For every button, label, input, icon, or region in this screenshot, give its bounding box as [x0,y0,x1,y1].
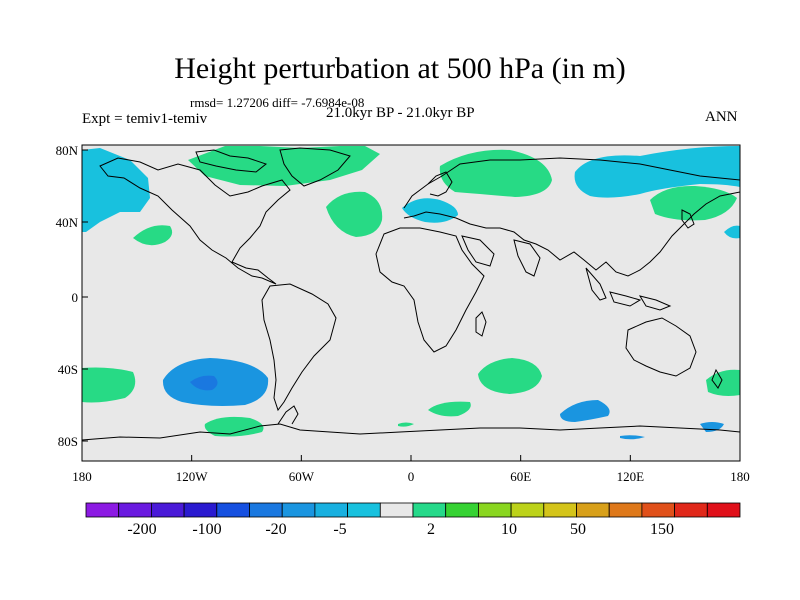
lon-tick-label: 60W [289,469,315,484]
colorbar-label: 150 [650,521,674,538]
anomaly-se-pacific-pos [706,369,740,396]
colorbar-swatch [216,502,250,518]
anomaly-sw-pacific-pos [82,367,136,403]
colorbar-swatch [85,502,120,518]
anomaly-layer [82,146,740,440]
longitude-axis: 180 120W 60W 0 60E 120E 180 [72,455,750,484]
anomaly-south-indian-pos [478,358,542,394]
colorbar-swatch [674,502,708,518]
anomaly-north-atlantic-pos-small [133,225,173,246]
anomaly-greenland-pos [188,146,380,186]
anomaly-siberia-pos [439,149,552,197]
experiment-label: Expt = temiv1-temiv [82,111,208,127]
anomaly-japan-pos [650,185,737,221]
stats-line: rmsd= 1.27206 diff= -7.6984e-08 [190,95,365,110]
lon-tick-label: 180 [730,469,750,484]
coast-south-america [261,283,337,412]
colorbar-label: -200 [127,521,156,538]
anomaly-southern-ocean-neg [560,400,610,422]
coast-southeast-asia [585,267,672,311]
coast-scandinavia [427,171,453,197]
lon-tick-label: 120W [176,469,209,484]
season-label: ANN [705,109,738,125]
anomaly-europe-neg [402,198,458,223]
latitude-axis: 80N 40N 0 40S 80S [56,143,88,449]
anomaly-dateline-neg [724,225,740,239]
colorbar-swatch [510,502,545,518]
chart-title: Height perturbation at 500 hPa (in m) [174,52,626,85]
colorbar-swatch [477,502,512,518]
anomaly-north-pacific-east-neg [574,146,740,198]
anomaly-ross-pos [204,416,264,437]
colorbar-swatch [706,502,741,518]
colorbar-swatch [281,502,316,518]
colorbar-swatch [150,502,185,518]
colorbar-label: 2 [427,521,435,538]
lat-tick-label: 40S [58,362,78,377]
colorbar: -200 -100 -20 -5 2 10 50 150 [85,502,741,538]
coast-africa [375,227,485,353]
colorbar-swatch [249,502,283,518]
anomaly-north-atlantic-pos [326,191,383,237]
coast-antarctica [82,423,740,441]
lon-tick-label: 60E [510,469,531,484]
colorbar-label: 50 [570,521,586,538]
coast-japan [681,209,695,229]
colorbar-swatch [445,502,479,518]
colorbar-swatch [347,502,381,518]
anomaly-antarctic-neg-2 [620,435,645,440]
colorbar-label: -20 [265,521,286,538]
colorbar-swatch [314,502,348,518]
coast-canadian-arctic [195,149,268,173]
colorbar-swatch [641,502,676,518]
anomaly-north-pacific-neg [82,148,150,232]
coast-north-america [99,157,291,285]
coast-madagascar [475,311,487,337]
coast-greenland [279,147,351,187]
lon-tick-label: 180 [72,469,92,484]
anomaly-southern-ocean-pos-a [428,401,471,417]
lon-tick-label: 120E [617,469,645,484]
anomaly-south-pacific-core [190,375,218,391]
coast-eurasia [403,157,740,277]
lat-tick-label: 0 [72,290,79,305]
lat-tick-label: 40N [56,215,79,230]
colorbar-label: -5 [333,521,346,538]
colorbar-label: 10 [501,521,517,538]
coast-arabia-india [461,235,541,277]
colorbar-swatch [608,502,643,518]
coastlines [82,147,740,441]
lat-tick-label: 80N [56,143,79,158]
coast-antarctic-peninsula [277,405,299,425]
colorbar-swatch [183,502,218,518]
lat-tick-label: 80S [58,434,78,449]
colorbar-swatch [118,502,152,518]
lon-tick-label: 0 [408,469,415,484]
coast-australia [625,317,697,377]
anomaly-antarctic-pos-small [398,422,414,427]
colorbar-label: -100 [192,521,221,538]
coast-new-zealand [711,368,723,389]
colorbar-swatch [379,502,414,518]
colorbar-swatch [543,502,577,518]
colorbar-swatch [576,502,610,518]
colorbar-swatch [412,502,447,518]
period-label: 21.0kyr BP - 21.0kyr BP [326,105,475,121]
